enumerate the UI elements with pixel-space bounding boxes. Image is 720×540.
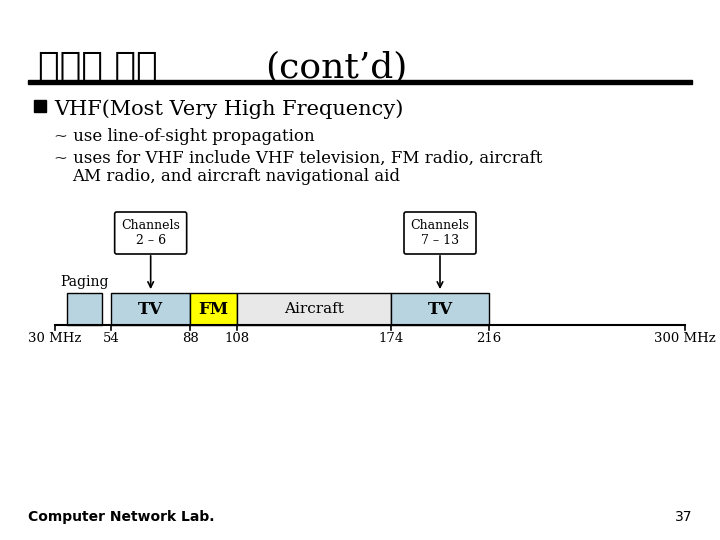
Text: TV: TV xyxy=(428,300,453,318)
Text: 30 MHz: 30 MHz xyxy=(28,332,81,345)
Bar xyxy=(111,293,190,325)
Text: Aircraft: Aircraft xyxy=(284,302,344,316)
Bar xyxy=(237,293,391,325)
Text: AM radio, and aircraft navigational aid: AM radio, and aircraft navigational aid xyxy=(72,168,400,185)
Text: Paging: Paging xyxy=(60,275,109,289)
Bar xyxy=(28,79,692,84)
Text: FM: FM xyxy=(199,300,229,318)
Text: 비유도 매체: 비유도 매체 xyxy=(38,50,158,84)
Text: (cont’d): (cont’d) xyxy=(265,50,408,84)
Text: 300 MHz: 300 MHz xyxy=(654,332,716,345)
Bar xyxy=(190,293,237,325)
Text: VHF(Most Very High Frequency): VHF(Most Very High Frequency) xyxy=(54,99,403,119)
Text: 174: 174 xyxy=(379,332,404,345)
Bar xyxy=(391,293,489,325)
Text: 108: 108 xyxy=(225,332,250,345)
FancyBboxPatch shape xyxy=(404,212,476,254)
Text: 54: 54 xyxy=(103,332,120,345)
Text: 216: 216 xyxy=(477,332,502,345)
FancyBboxPatch shape xyxy=(114,212,186,254)
Bar xyxy=(67,293,102,325)
Text: TV: TV xyxy=(138,300,163,318)
Text: 37: 37 xyxy=(675,510,692,524)
Text: Computer Network Lab.: Computer Network Lab. xyxy=(28,510,215,524)
Text: ~ use line-of-sight propagation: ~ use line-of-sight propagation xyxy=(54,128,315,145)
Bar xyxy=(34,100,46,112)
Text: 88: 88 xyxy=(182,332,199,345)
Text: Channels
2 – 6: Channels 2 – 6 xyxy=(121,219,180,247)
Text: Channels
7 – 13: Channels 7 – 13 xyxy=(410,219,469,247)
Text: ~ uses for VHF include VHF television, FM radio, aircraft: ~ uses for VHF include VHF television, F… xyxy=(54,150,542,167)
